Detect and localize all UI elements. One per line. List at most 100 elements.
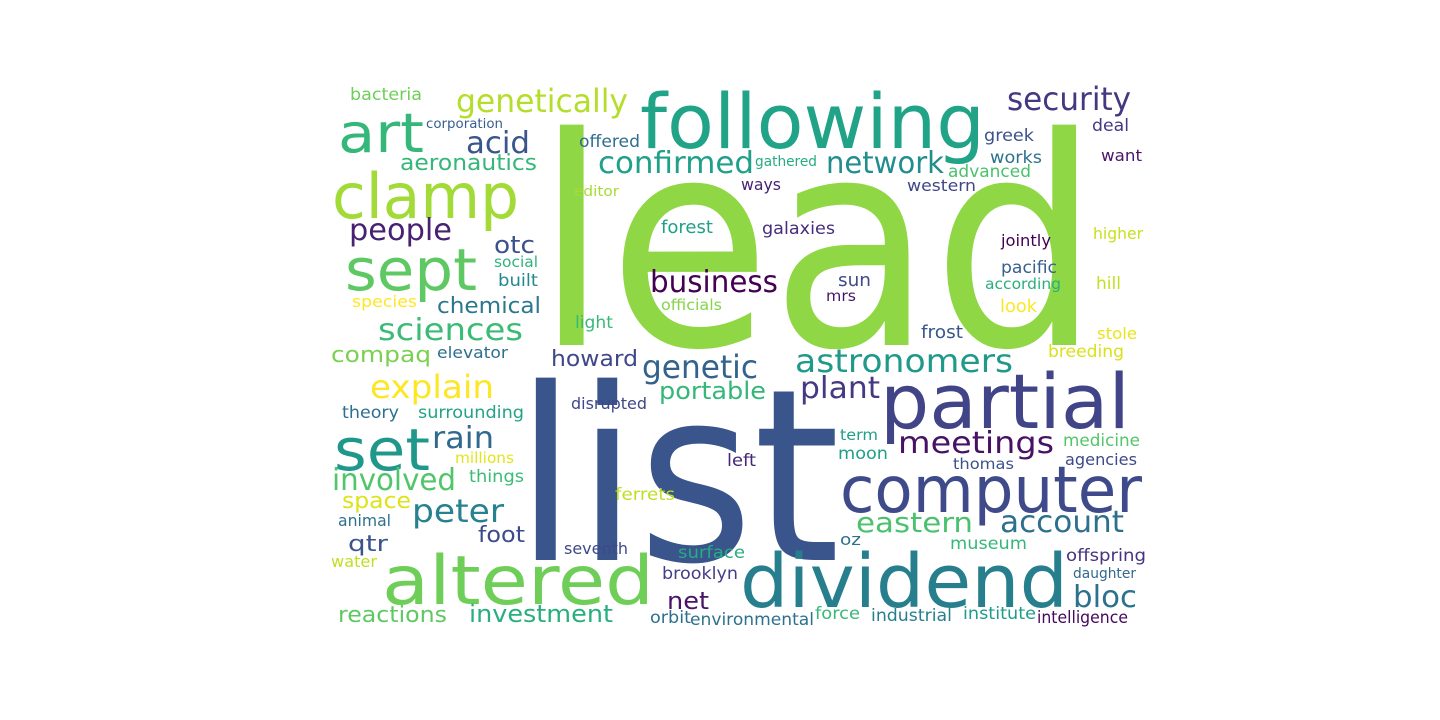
word-eastern: eastern [856, 506, 973, 539]
word-light: light [575, 313, 613, 333]
word-agencies: agencies [1065, 450, 1137, 469]
word-editor: editor [574, 184, 619, 200]
word-species: species [352, 292, 417, 311]
word-partial: partial [880, 357, 1130, 446]
word-surrounding: surrounding [418, 403, 524, 423]
word-built: built [498, 271, 538, 291]
word-stole: stole [1097, 324, 1137, 343]
word-portable: portable [659, 377, 766, 405]
word-according: according [985, 275, 1061, 293]
word-officials: officials [661, 296, 722, 314]
word-oz: oz [840, 530, 861, 549]
word-disrupted: disrupted [571, 394, 647, 413]
word-art: art [338, 102, 424, 165]
word-advanced: advanced [948, 162, 1031, 182]
word-investment: investment [469, 600, 613, 628]
word-offered: offered [579, 132, 640, 152]
word-moon: moon [838, 444, 888, 464]
word-pacific: pacific [1001, 258, 1057, 278]
word-museum: museum [950, 534, 1027, 554]
word-sciences: sciences [378, 313, 523, 348]
word-space: space [342, 489, 411, 514]
word-mrs: mrs [826, 287, 856, 305]
word-meetings: meetings [898, 426, 1054, 461]
word-network: network [826, 146, 945, 181]
word-otc: otc [494, 231, 535, 259]
word-ways: ways [741, 175, 781, 194]
word-genetically: genetically [456, 82, 628, 120]
word-rain: rain [432, 421, 494, 456]
word-greek: greek [984, 126, 1034, 146]
word-explain: explain [370, 368, 494, 406]
word-theory: theory [342, 403, 399, 423]
word-peter: peter [412, 492, 505, 530]
word-howard: howard [551, 347, 638, 372]
word-set: set [334, 416, 430, 484]
word-force: force [815, 604, 860, 624]
word-brooklyn: brooklyn [662, 564, 738, 584]
word-aeronautics: aeronautics [400, 151, 537, 176]
word-lead: lead [535, 77, 1100, 414]
word-western: western [907, 176, 976, 195]
word-qtr: qtr [348, 532, 389, 557]
word-environmental: environmental [690, 610, 814, 630]
word-left: left [727, 451, 756, 471]
word-reactions: reactions [338, 603, 447, 628]
word-deal: deal [1092, 116, 1129, 136]
word-things: things [469, 467, 524, 487]
word-works: works [990, 148, 1042, 168]
word-seventh: seventh [564, 539, 628, 558]
word-confirmed: confirmed [598, 146, 754, 181]
word-involved: involved [332, 463, 456, 498]
word-industrial: industrial [871, 606, 952, 626]
word-genetic: genetic [642, 348, 758, 386]
word-higher: higher [1093, 224, 1143, 243]
word-institute: institute [963, 604, 1036, 624]
word-altered: altered [382, 542, 654, 621]
word-water: water [331, 552, 377, 571]
word-hill: hill [1096, 274, 1121, 294]
word-bloc: bloc [1073, 580, 1137, 615]
word-orbit: orbit [650, 608, 691, 628]
word-intelligence: intelligence [1037, 608, 1128, 628]
word-compaq: compaq [331, 343, 431, 368]
word-clamp: clamp [332, 160, 519, 233]
word-plant: plant [800, 371, 880, 406]
word-breeding: breeding [1048, 342, 1124, 362]
word-frost: frost [921, 322, 963, 343]
word-acid: acid [466, 126, 530, 161]
word-social: social [494, 253, 538, 271]
word-millions: millions [455, 449, 514, 467]
word-term: term [840, 426, 878, 444]
word-galaxies: galaxies [762, 219, 835, 239]
word-bacteria: bacteria [350, 85, 422, 105]
word-offspring: offspring [1066, 546, 1146, 566]
word-account: account [1000, 505, 1124, 540]
word-want: want [1101, 146, 1142, 165]
word-medicine: medicine [1063, 431, 1140, 451]
word-elevator: elevator [437, 343, 508, 362]
word-surface: surface [678, 543, 745, 563]
word-corporation: corporation [426, 117, 503, 132]
word-following: following [640, 77, 985, 166]
word-animal: animal [338, 511, 391, 530]
word-daughter: daughter [1073, 566, 1136, 582]
word-people: people [349, 213, 452, 248]
word-chemical: chemical [437, 294, 541, 319]
word-sept: sept [345, 236, 477, 304]
word-sun: sun [838, 270, 871, 291]
word-foot: foot [478, 523, 525, 548]
word-business: business [650, 265, 778, 300]
word-security: security [1007, 80, 1131, 118]
word-gathered: gathered [755, 154, 817, 170]
word-thomas: thomas [953, 455, 1014, 473]
word-net: net [667, 587, 709, 615]
word-jointly: jointly [1000, 231, 1051, 250]
word-computer: computer [840, 454, 1143, 528]
word-astronomers: astronomers [795, 342, 1013, 380]
word-list: list [515, 337, 840, 617]
word-look: look [1000, 296, 1038, 317]
word-forest: forest [661, 217, 713, 238]
word-ferrets: ferrets [615, 485, 675, 505]
